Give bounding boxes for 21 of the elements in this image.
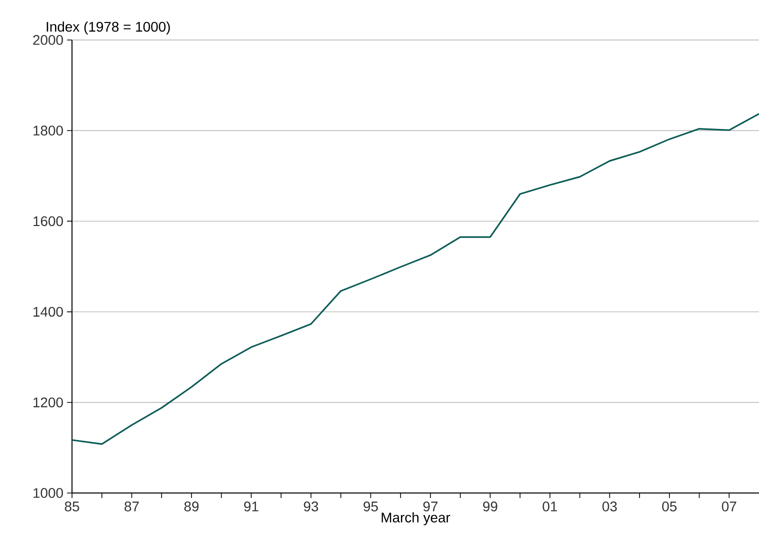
y-tick-label: 1200 [34, 397, 63, 408]
x-tick-label: 91 [244, 502, 258, 512]
y-tick-label: 1600 [34, 216, 63, 226]
x-tick-label: 99 [483, 502, 498, 512]
x-axis-title: March year [382, 512, 450, 526]
x-tick-label: 89 [184, 502, 199, 512]
x-tick-label: 85 [64, 502, 80, 512]
y-tick-label: 1000 [34, 488, 63, 498]
x-tick-label: 97 [423, 502, 438, 512]
x-tick-label: 03 [602, 502, 617, 512]
x-tick-label: 01 [542, 502, 557, 512]
x-tick-label: 05 [662, 502, 677, 512]
y-tick-label: 1400 [34, 306, 63, 317]
x-tick-label: 95 [364, 502, 378, 512]
line-series [71, 113, 759, 445]
x-tick-label: 07 [722, 502, 736, 512]
y-tick-label: 1800 [34, 126, 63, 136]
y-axis-title: Index (1978 = 1000) [46, 21, 170, 34]
y-tick-label: 2000 [33, 35, 63, 45]
x-tick-label: 93 [304, 502, 318, 512]
x-tick-label: 87 [124, 502, 139, 512]
